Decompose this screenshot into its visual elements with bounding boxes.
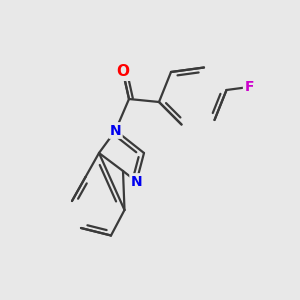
Text: O: O <box>116 64 130 80</box>
Text: F: F <box>244 80 254 94</box>
Text: N: N <box>110 124 121 137</box>
Text: N: N <box>131 175 142 188</box>
